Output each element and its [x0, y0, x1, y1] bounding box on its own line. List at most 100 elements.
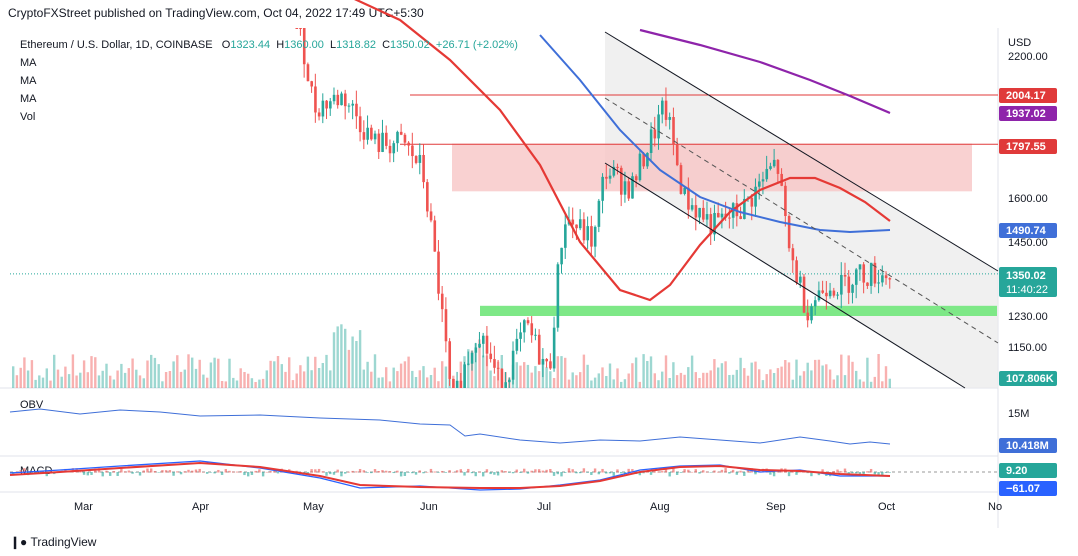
tag-macd-bg: [999, 463, 1057, 478]
candle-body: [407, 142, 410, 146]
tradingview-logo[interactable]: ❙● TradingView: [10, 535, 96, 549]
candle-body: [664, 100, 668, 120]
tag-res1797-bg: [999, 139, 1057, 154]
macd-hist-bar: [224, 469, 228, 473]
macd-hist-bar: [120, 468, 123, 473]
macd-hist-bar: [709, 472, 712, 473]
volume-bar: [556, 356, 559, 388]
macd-hist-bar: [392, 472, 395, 474]
macd-hist-bar: [444, 472, 448, 473]
volume-bar: [817, 359, 821, 388]
candle-body: [537, 334, 541, 365]
volume-bar: [478, 339, 481, 388]
volume-bar: [336, 326, 339, 388]
volume-bar: [388, 381, 392, 388]
volume-bar: [284, 371, 287, 388]
macd-hist-bar: [836, 469, 839, 473]
tag-res2004: 2004.17: [1006, 90, 1046, 102]
legend-open: 1323.44: [230, 39, 271, 51]
resistance-zone: [452, 143, 972, 192]
volume-bar: [821, 365, 824, 388]
candle-body: [481, 335, 485, 344]
macd-hist-bar: [675, 472, 679, 475]
candle-body: [802, 276, 806, 313]
macd-hist-bar: [496, 472, 500, 476]
macd-hist-bar: [388, 471, 392, 473]
macd-hist-bar: [728, 472, 731, 474]
macd-hist-bar: [772, 472, 776, 477]
candle-body: [877, 282, 880, 284]
macd-hist-bar: [198, 468, 201, 473]
macd-hist-bar: [205, 472, 209, 474]
macd-hist-bar: [414, 472, 418, 475]
legend-ma3[interactable]: MA: [20, 93, 37, 105]
price-tick: 1450.00: [1008, 237, 1048, 249]
legend-close-label: C: [382, 39, 391, 51]
candle-body: [306, 64, 310, 82]
signal-line: [9, 461, 891, 489]
volume-bar: [791, 379, 794, 388]
legend-ma1[interactable]: MA: [20, 57, 37, 69]
candle-body: [317, 112, 321, 117]
candle-body: [765, 168, 769, 180]
candle-body: [578, 219, 582, 229]
volume-bar: [877, 354, 880, 388]
candle-body: [780, 173, 783, 186]
macd-hist-bar: [325, 472, 328, 476]
macd-hist-bar: [138, 472, 142, 476]
legend-ma2[interactable]: MA: [20, 75, 37, 87]
time-axis-label: Aug: [650, 501, 670, 513]
volume-bar: [545, 367, 548, 388]
time-axis-label: Apr: [192, 501, 209, 513]
volume-bar: [101, 370, 104, 388]
volume-bar: [302, 371, 306, 388]
macd-hist-bar: [504, 471, 507, 473]
candle-body: [716, 212, 720, 218]
time-axis-label: Jul: [537, 501, 551, 513]
candle-body: [414, 156, 418, 163]
macd-hist-bar: [724, 468, 727, 473]
volume-bar: [851, 361, 854, 388]
volume-bar: [754, 361, 757, 388]
volume-bar: [232, 377, 235, 388]
candle-body: [784, 185, 787, 217]
macd-hist-bar: [407, 472, 410, 473]
candle-body: [758, 181, 761, 187]
macd-hist-bar: [358, 468, 362, 473]
volume-bar: [120, 363, 123, 388]
volume-bar: [649, 356, 653, 388]
macd-hist-bar: [478, 471, 481, 473]
macd-hist-bar: [191, 470, 194, 473]
volume-bar: [176, 355, 179, 388]
candle-body: [661, 100, 664, 115]
candle-body: [791, 248, 795, 261]
macd-hist-bar: [235, 471, 239, 473]
volume-bar: [799, 375, 802, 388]
volume-bar: [273, 361, 276, 388]
macd-hist-bar: [713, 470, 716, 473]
macd-hist-bar: [153, 470, 157, 473]
legend-vol[interactable]: Vol: [20, 111, 36, 123]
macd-hist-bar: [396, 470, 399, 473]
volume-bar: [217, 358, 220, 388]
macd-hist-bar: [664, 468, 668, 473]
volume-bar: [582, 354, 586, 388]
macd-hist-bar: [873, 472, 877, 475]
candle-body: [813, 300, 817, 307]
candle-body: [866, 282, 869, 286]
publisher-text: CryptoFXStreet published on TradingView.…: [8, 6, 424, 20]
candle-body: [646, 152, 649, 167]
macd-hist-bar: [578, 472, 582, 474]
candle-body: [705, 214, 709, 220]
macd-hist-bar: [631, 469, 634, 473]
chart-legend: Ethereum / U.S. Dollar, 1D, COINBASE O13…: [20, 36, 518, 126]
tag-obv: 10.418M: [1006, 440, 1049, 452]
volume-bar: [15, 375, 19, 388]
macd-hist-bar: [470, 472, 474, 474]
candle-body: [541, 358, 545, 365]
macd-hist-bar: [332, 472, 336, 475]
macd-hist-bar: [150, 468, 153, 473]
macd-hist-bar: [265, 471, 269, 473]
legend-open-label: O: [221, 39, 231, 51]
